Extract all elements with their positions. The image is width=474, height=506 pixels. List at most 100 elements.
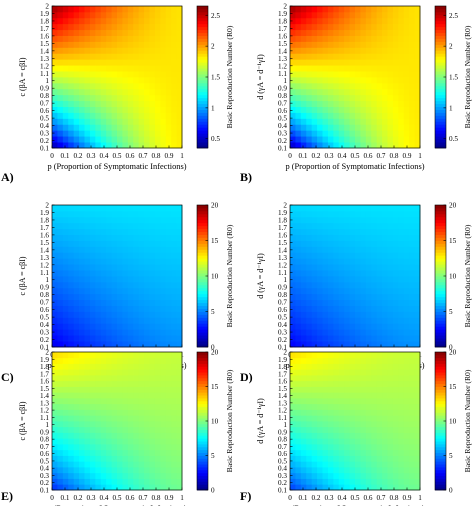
heatmap-cell: [95, 240, 102, 247]
heatmap-cell: [106, 106, 112, 113]
heatmap-cell: [89, 478, 96, 485]
heatmap-cell: [144, 375, 150, 382]
heatmap-cell: [327, 461, 334, 468]
heatmap-cell: [176, 222, 183, 230]
heatmap-cell: [300, 11, 307, 19]
y-tick-label: 1.8: [40, 363, 49, 371]
heatmap-cell: [149, 335, 156, 342]
heatmap-cell: [52, 276, 58, 283]
colorbar-step: [435, 403, 446, 408]
y-tick-label: 0.8: [40, 291, 49, 299]
heatmap-cell: [360, 352, 367, 359]
heatmap-cell: [127, 426, 134, 433]
heatmap-cell: [89, 455, 96, 462]
heatmap-cell: [117, 11, 123, 19]
heatmap-cell: [117, 205, 123, 212]
heatmap-cell: [338, 305, 345, 312]
heatmap-cell: [122, 293, 129, 301]
heatmap-cell: [317, 270, 323, 277]
heatmap-cell: [100, 357, 107, 364]
heatmap-cell: [176, 246, 183, 253]
heatmap-cell: [89, 421, 96, 428]
heatmap-cell: [376, 409, 383, 416]
heatmap-cell: [149, 210, 156, 218]
heatmap-cell: [295, 449, 302, 456]
heatmap-cell: [117, 6, 123, 13]
heatmap-cell: [295, 392, 302, 399]
heatmap-cell: [311, 77, 318, 84]
colorbar-step: [435, 127, 446, 131]
heatmap-cell: [355, 478, 361, 485]
heatmap-cell: [317, 363, 323, 370]
heatmap-cell: [414, 323, 421, 330]
heatmap-cell: [344, 357, 350, 364]
heatmap-cell: [160, 100, 167, 107]
colorbar-step: [197, 421, 208, 425]
colorbar-step: [435, 323, 446, 327]
heatmap-cell: [376, 461, 383, 468]
heatmap-cell: [154, 112, 161, 119]
heatmap-cell: [387, 205, 394, 212]
heatmap-cell: [306, 258, 313, 265]
heatmap-cell: [176, 415, 183, 422]
heatmap-cell: [171, 118, 177, 125]
heatmap-cell: [133, 258, 140, 265]
heatmap-cell: [89, 341, 96, 348]
heatmap-cell: [106, 335, 112, 342]
heatmap-cell: [376, 478, 383, 485]
heatmap-cell: [327, 392, 334, 399]
colorbar-step: [435, 329, 446, 333]
heatmap-cell: [122, 94, 129, 102]
heatmap-cell: [79, 205, 85, 212]
heatmap-cell: [382, 88, 388, 96]
heatmap-cell: [360, 305, 367, 312]
heatmap-cell: [73, 77, 80, 84]
heatmap-cell: [300, 41, 307, 48]
heatmap-cell: [176, 484, 183, 491]
heatmap-cell: [360, 478, 367, 485]
heatmap-cell: [62, 41, 69, 48]
heatmap-cell: [149, 329, 156, 336]
heatmap-cell: [409, 375, 415, 382]
colorbar-step: [435, 136, 446, 140]
heatmap-cell: [68, 311, 75, 318]
heatmap-cell: [62, 270, 69, 277]
heatmap-cell: [382, 71, 388, 78]
colorbar-step: [197, 423, 208, 428]
heatmap-cell: [52, 287, 58, 295]
colorbar-step: [197, 464, 208, 468]
heatmap-cell: [360, 65, 367, 72]
colorbar-step: [197, 246, 208, 250]
heatmap-cell: [338, 17, 345, 25]
heatmap-cell: [317, 276, 323, 283]
heatmap-cell: [144, 240, 150, 247]
heatmap-cell: [122, 323, 129, 330]
heatmap-cell: [68, 467, 75, 474]
heatmap-cell: [382, 240, 388, 247]
heatmap-cell: [122, 228, 129, 235]
heatmap-cell: [414, 136, 421, 143]
heatmap-cell: [73, 59, 80, 66]
heatmap-cell: [57, 6, 64, 13]
colorbar-step: [197, 369, 208, 373]
x-tick-label: 0.1: [61, 494, 70, 502]
heatmap-cell: [62, 461, 69, 468]
heatmap-cell: [165, 484, 172, 491]
heatmap-cell: [306, 118, 313, 125]
heatmap-cell: [89, 287, 96, 295]
heatmap-cell: [100, 421, 107, 428]
heatmap-cell: [306, 47, 313, 54]
heatmap-cell: [300, 100, 307, 107]
heatmap-cell: [414, 142, 421, 149]
heatmap-cell: [392, 41, 399, 48]
heatmap-cell: [62, 363, 69, 370]
heatmap-cell: [344, 484, 350, 491]
heatmap-cell: [171, 246, 177, 253]
heatmap-cell: [79, 472, 85, 479]
heatmap-cell: [73, 311, 80, 318]
heatmap-cell: [392, 484, 399, 491]
heatmap-cell: [111, 11, 118, 19]
heatmap-cell: [52, 234, 58, 241]
heatmap-cell: [117, 380, 123, 387]
